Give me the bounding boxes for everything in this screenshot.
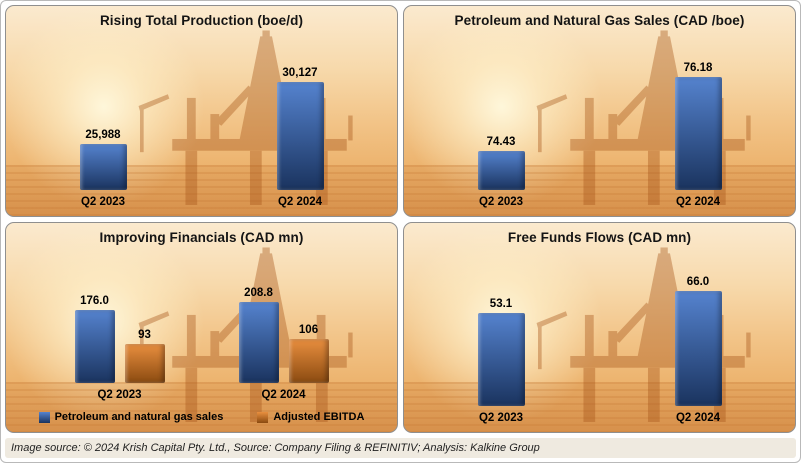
bar-value-label: 66.0 — [686, 276, 710, 288]
chart-gas-sales: Petroleum and Natural Gas Sales (CAD /bo… — [404, 6, 795, 216]
bar-row: 208.8 106 — [238, 287, 329, 383]
panel-gas-sales: Petroleum and Natural Gas Sales (CAD /bo… — [403, 5, 796, 217]
chart-free-funds: Free Funds Flows (CAD mn) 53.1 Q2 2023 66.… — [404, 223, 795, 433]
panel-free-funds: Free Funds Flows (CAD mn) 53.1 Q2 2023 66.… — [403, 221, 796, 433]
bar-with-label: 106 — [288, 287, 329, 383]
source-note: Image source: © 2024 Krish Capital Pty. … — [5, 438, 796, 458]
chart-title: Free Funds Flows (CAD mn) — [507, 229, 692, 245]
legend-item-ebitda: Adjusted EBITDA — [257, 411, 364, 423]
panel-financials: Improving Financials (CAD mn) 176.0 93 Q2 … — [5, 221, 398, 433]
bar — [124, 344, 165, 383]
chart-title: Rising Total Production (boe/d) — [99, 13, 304, 28]
bar-row: 53.1 — [477, 276, 525, 406]
bar-with-label: 53.1 — [477, 276, 525, 406]
bar — [288, 338, 329, 383]
bar-group: 74.43 Q2 2023 — [477, 60, 525, 208]
category-label: Q2 2023 — [80, 195, 126, 208]
bar — [79, 144, 127, 190]
bar-group: 66.0 Q2 2024 — [674, 276, 722, 424]
bar-row: 176.0 93 — [74, 287, 165, 383]
bar — [238, 302, 279, 383]
bar — [674, 291, 722, 406]
bar-value-label: 93 — [138, 329, 151, 342]
bar — [74, 309, 115, 383]
bar-value-label: 25,988 — [85, 129, 121, 142]
bar-row: 76.18 — [674, 60, 722, 190]
bar-row: 25,988 — [79, 60, 127, 190]
chart-title: Petroleum and Natural Gas Sales (CAD /bo… — [454, 13, 745, 28]
legend-swatch-orange — [257, 411, 269, 423]
bar-group: 208.8 106 Q2 2024 — [238, 287, 329, 401]
bar-with-label: 176.0 — [74, 287, 115, 383]
bar-value-label: 74.43 — [486, 135, 516, 148]
chart-bars: 25,988 Q2 2023 30,127 Q2 2024 — [6, 28, 397, 216]
bar-row: 74.43 — [477, 60, 525, 190]
bar-value-label: 176.0 — [80, 294, 109, 307]
legend-swatch-blue — [38, 411, 50, 423]
chart-title: Improving Financials (CAD mn) — [99, 229, 304, 245]
bar-group: 53.1 Q2 2023 — [477, 276, 525, 424]
bar-with-label: 25,988 — [79, 60, 127, 190]
bar-value-label: 30,127 — [282, 66, 318, 79]
legend-label: Petroleum and natural gas sales — [54, 411, 224, 423]
category-label: Q2 2023 — [478, 195, 524, 208]
bar — [674, 77, 722, 190]
bar-with-label: 74.43 — [477, 60, 525, 190]
category-label: Q2 2023 — [478, 412, 524, 424]
bar — [477, 150, 525, 190]
bar — [477, 312, 525, 406]
chart-bars: 176.0 93 Q2 2023 208.8 106 Q2 2024 — [6, 245, 397, 410]
category-label: Q2 2024 — [261, 389, 306, 401]
chart-financials: Improving Financials (CAD mn) 176.0 93 Q2 … — [6, 223, 397, 433]
legend-label: Adjusted EBITDA — [273, 411, 365, 423]
bar-with-label: 30,127 — [276, 60, 324, 190]
bar-with-label: 93 — [124, 287, 165, 383]
bar-group: 76.18 Q2 2024 — [674, 60, 722, 208]
bar-with-label: 208.8 — [238, 287, 279, 383]
panel-total-production: Rising Total Production (boe/d) 25,988 Q2… — [5, 5, 398, 217]
legend: Petroleum and natural gas sales Adjusted… — [6, 409, 397, 432]
bar-with-label: 66.0 — [674, 276, 722, 406]
category-label: Q2 2024 — [277, 195, 323, 208]
bar-row: 66.0 — [674, 276, 722, 406]
legend-item-gas-sales: Petroleum and natural gas sales — [38, 411, 224, 423]
bar-value-label: 106 — [298, 323, 319, 336]
bar-group: 30,127 Q2 2024 — [276, 60, 324, 208]
chart-total-production: Rising Total Production (boe/d) 25,988 Q2… — [6, 6, 397, 216]
bar-group: 176.0 93 Q2 2023 — [74, 287, 165, 401]
bar-group: 25,988 Q2 2023 — [79, 60, 127, 208]
category-label: Q2 2024 — [675, 195, 721, 208]
chart-bars: 53.1 Q2 2023 66.0 Q2 2024 — [404, 245, 795, 433]
bar-with-label: 76.18 — [674, 60, 722, 190]
bar-value-label: 53.1 — [489, 297, 513, 310]
category-label: Q2 2023 — [97, 389, 142, 401]
bar — [276, 81, 324, 190]
category-label: Q2 2024 — [675, 412, 721, 424]
bar-value-label: 76.18 — [683, 62, 713, 75]
bar-row: 30,127 — [276, 60, 324, 190]
bar-value-label: 208.8 — [244, 287, 273, 299]
chart-bars: 74.43 Q2 2023 76.18 Q2 2024 — [404, 28, 795, 216]
